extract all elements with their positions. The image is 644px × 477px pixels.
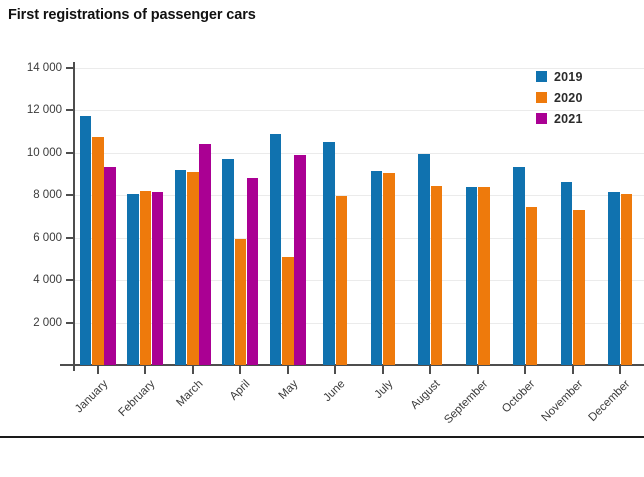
bar-2020-april [234, 238, 246, 365]
bar-2020-december [620, 194, 633, 365]
legend-item-2019[interactable]: 2019 [536, 66, 616, 87]
x-axis-label-april: April [227, 378, 253, 403]
bar-2020-september [478, 186, 490, 365]
bar-2020-june [335, 196, 348, 365]
bar-2019-august [418, 153, 430, 365]
x-axis-tick-mark [286, 366, 289, 374]
chart-frame: First registrations of passenger cars 14… [0, 0, 644, 438]
y-axis-tick-label: 4 000 [33, 274, 62, 287]
legend-item-2021[interactable]: 2021 [536, 108, 616, 129]
bar-2019-february [127, 194, 139, 365]
bar-2019-october [513, 166, 525, 365]
x-axis-label-march: March [174, 378, 206, 410]
bar-2020-february [139, 191, 151, 365]
bar-2019-november [560, 181, 573, 365]
bar-2019-march [174, 169, 187, 365]
y-axis-line [73, 62, 75, 371]
bar-2019-december [608, 192, 620, 365]
x-axis-tick-mark [191, 366, 194, 374]
x-axis-tick-mark [239, 366, 242, 374]
bar-2021-april [246, 178, 259, 365]
y-axis-tick-mark [66, 279, 74, 282]
bar-2019-may [269, 133, 282, 365]
bar-2020-may [282, 256, 294, 365]
x-axis-label-november: November [539, 378, 586, 425]
y-axis-tick-label: 14 000 [26, 62, 62, 74]
bar-series-layer [74, 68, 644, 365]
bar-2019-january [79, 115, 92, 365]
chart-legend: 2019 2020 2021 [536, 66, 616, 129]
x-axis-label-september: September [441, 378, 491, 427]
x-axis-tick-mark [96, 366, 99, 374]
x-axis-label-august: August [408, 378, 443, 412]
x-axis-label-july: July [372, 378, 396, 401]
x-axis-tick-mark [334, 366, 337, 374]
x-axis-tick-mark [429, 366, 432, 374]
x-axis-tick-mark [144, 366, 147, 374]
y-axis-tick-mark [66, 67, 74, 69]
x-axis-tick-mark [381, 366, 384, 374]
bar-2021-march [199, 144, 211, 365]
legend-swatch-icon [536, 92, 547, 103]
gridline [74, 68, 644, 69]
bar-2020-november [573, 210, 585, 365]
bar-2020-august [430, 185, 443, 365]
y-axis-tick-mark [66, 236, 74, 239]
y-axis-tick-label: 6 000 [33, 231, 62, 244]
bar-2019-june [323, 142, 335, 365]
bar-2019-july [370, 170, 383, 365]
bar-2021-january [104, 166, 116, 365]
bar-2021-may [294, 154, 306, 365]
bar-2019-september [465, 186, 478, 365]
page-title: First registrations of passenger cars [8, 7, 256, 23]
x-axis-line [60, 364, 644, 366]
gridline [74, 322, 644, 324]
gridline [74, 195, 644, 197]
legend-item-2020[interactable]: 2020 [536, 87, 616, 108]
y-axis-tick-mark [66, 194, 74, 197]
bar-2021-february [151, 192, 164, 365]
x-axis-tick-mark [476, 366, 479, 374]
legend-swatch-icon [536, 113, 547, 124]
bar-2020-january [92, 136, 104, 365]
gridline [74, 110, 644, 112]
legend-label: 2019 [554, 69, 583, 84]
bar-2020-october [525, 206, 538, 365]
legend-swatch-icon [536, 71, 547, 82]
x-axis-label-february: February [116, 378, 158, 420]
y-axis-tick-mark [66, 151, 74, 154]
x-axis-label-june: June [321, 378, 348, 405]
gridline [74, 280, 644, 282]
bar-2020-july [383, 173, 395, 365]
legend-label: 2020 [554, 90, 583, 105]
bar-2019-april [222, 159, 234, 365]
gridline [74, 152, 644, 154]
x-axis-label-may: May [276, 378, 301, 402]
x-axis-tick-mark [524, 366, 527, 374]
gridline [74, 237, 644, 239]
legend-label: 2021 [554, 111, 583, 126]
y-axis-tick-label: 2 000 [33, 316, 62, 329]
y-axis-tick-label: 12 000 [26, 104, 62, 117]
bar-2020-march [187, 171, 199, 365]
x-axis-tick-mark [571, 366, 574, 374]
y-axis-tick-mark [66, 109, 74, 112]
x-axis-tick-mark [619, 366, 622, 374]
y-axis-tick-labels: 14 000 12 000 10 000 8 000 6 000 4 000 2 000 [0, 0, 62, 438]
x-axis-label-december: December [586, 378, 633, 425]
x-axis-label-october: October [500, 378, 538, 416]
y-axis-tick-label: 8 000 [33, 189, 62, 202]
y-axis-tick-label: 10 000 [26, 146, 62, 159]
y-axis-tick-mark [66, 321, 74, 324]
